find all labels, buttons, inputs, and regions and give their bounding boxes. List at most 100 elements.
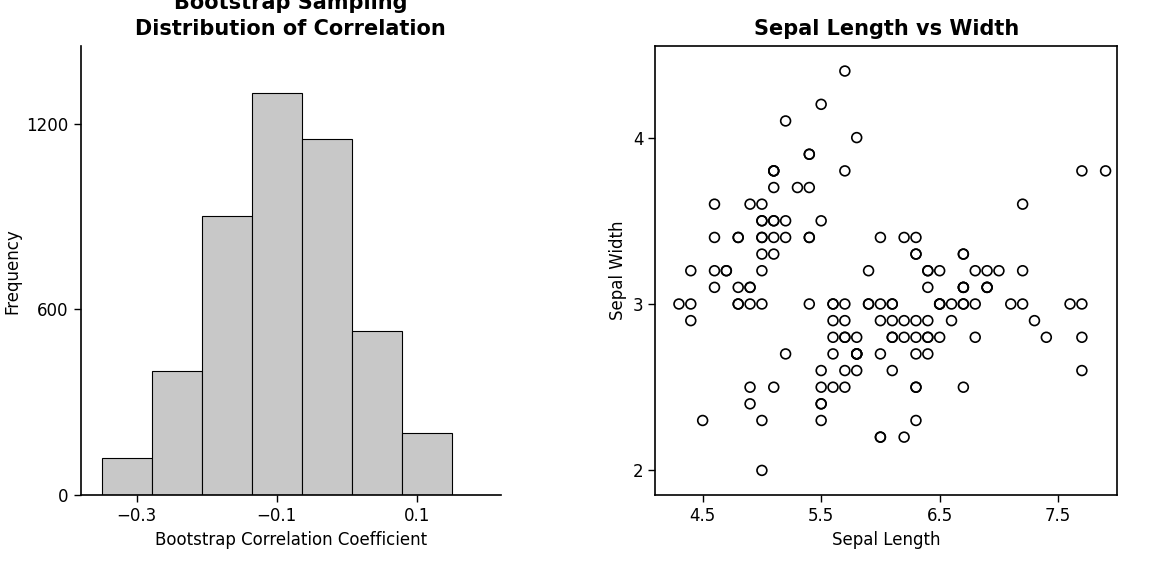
Point <box>812 399 831 408</box>
Point <box>776 233 795 242</box>
Point <box>907 349 925 358</box>
Point <box>812 399 831 408</box>
Point <box>741 399 759 408</box>
X-axis label: Sepal Length: Sepal Length <box>832 530 940 549</box>
Point <box>871 300 889 309</box>
Point <box>954 382 972 392</box>
Point <box>967 333 985 342</box>
Point <box>741 199 759 209</box>
Point <box>859 300 878 309</box>
Point <box>907 233 925 242</box>
Point <box>967 300 985 309</box>
Point <box>776 216 795 225</box>
Point <box>824 349 842 358</box>
Point <box>918 266 937 275</box>
Point <box>954 249 972 259</box>
Point <box>895 316 914 325</box>
Point <box>776 116 795 126</box>
Point <box>884 333 902 342</box>
Point <box>907 333 925 342</box>
Point <box>931 333 949 342</box>
Point <box>871 349 889 358</box>
Point <box>835 300 854 309</box>
Point <box>848 349 866 358</box>
Point <box>884 366 902 375</box>
Point <box>1073 333 1091 342</box>
Point <box>895 333 914 342</box>
Point <box>871 316 889 325</box>
Point <box>931 300 949 309</box>
Point <box>718 266 736 275</box>
Point <box>884 300 902 309</box>
Point <box>752 266 771 275</box>
Title: Sepal Length vs Width: Sepal Length vs Width <box>753 19 1020 39</box>
Point <box>729 300 748 309</box>
Point <box>765 183 783 192</box>
Point <box>812 366 831 375</box>
Point <box>978 283 996 292</box>
Point <box>801 233 819 242</box>
Point <box>907 416 925 425</box>
Point <box>788 183 806 192</box>
Point <box>1025 316 1044 325</box>
Point <box>871 433 889 442</box>
Bar <box>351 331 402 495</box>
Point <box>918 333 937 342</box>
Bar <box>101 458 152 495</box>
Point <box>918 333 937 342</box>
Point <box>705 283 723 292</box>
Point <box>669 300 688 309</box>
Point <box>931 300 949 309</box>
Point <box>967 266 985 275</box>
Point <box>741 283 759 292</box>
Point <box>765 233 783 242</box>
Point <box>884 300 902 309</box>
Point <box>682 316 700 325</box>
X-axis label: Bootstrap Correlation Coefficient: Bootstrap Correlation Coefficient <box>154 530 426 549</box>
Point <box>835 366 854 375</box>
Point <box>907 249 925 259</box>
Point <box>801 233 819 242</box>
Y-axis label: Sepal Width: Sepal Width <box>609 221 627 320</box>
Point <box>942 300 961 309</box>
Point <box>741 382 759 392</box>
Point <box>705 199 723 209</box>
Point <box>1097 166 1115 176</box>
Point <box>752 233 771 242</box>
Point <box>954 300 972 309</box>
Point <box>848 349 866 358</box>
Point <box>1014 266 1032 275</box>
Point <box>1061 300 1079 309</box>
Point <box>978 283 996 292</box>
Point <box>765 216 783 225</box>
Point <box>954 283 972 292</box>
Point <box>812 382 831 392</box>
Point <box>931 266 949 275</box>
Point <box>907 382 925 392</box>
Point <box>1014 300 1032 309</box>
Point <box>752 416 771 425</box>
Point <box>824 316 842 325</box>
Point <box>835 316 854 325</box>
Point <box>835 66 854 75</box>
Point <box>801 300 819 309</box>
Point <box>824 382 842 392</box>
Point <box>859 266 878 275</box>
Point <box>978 266 996 275</box>
Point <box>729 233 748 242</box>
Point <box>895 433 914 442</box>
Point <box>752 233 771 242</box>
Point <box>812 216 831 225</box>
Point <box>729 300 748 309</box>
Point <box>1073 300 1091 309</box>
Point <box>741 300 759 309</box>
Bar <box>152 372 202 495</box>
Point <box>848 349 866 358</box>
Point <box>1001 300 1020 309</box>
Bar <box>402 433 452 495</box>
Point <box>801 183 819 192</box>
Title: Bootstrap Sampling
Distribution of Correlation: Bootstrap Sampling Distribution of Corre… <box>135 0 446 39</box>
Point <box>824 300 842 309</box>
Point <box>824 300 842 309</box>
Point <box>694 416 712 425</box>
